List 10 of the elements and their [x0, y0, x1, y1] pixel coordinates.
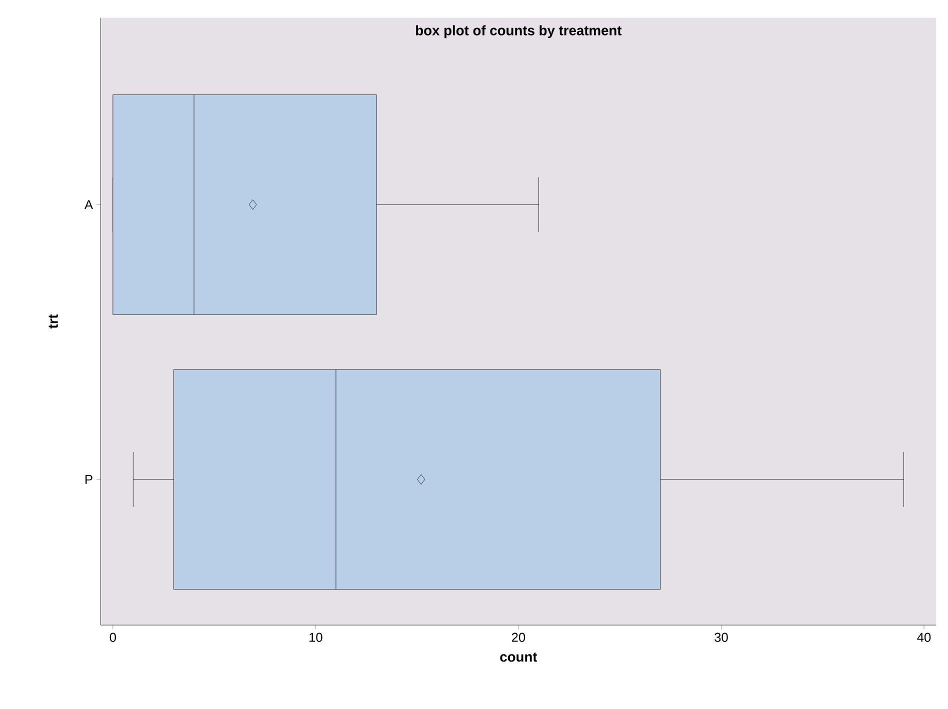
- y-tick-label: P: [86, 475, 92, 484]
- text: box plot of counts by treatment: [416, 25, 622, 38]
- y-axis-title: trt: [48, 314, 58, 329]
- x-tick-label: 40: [917, 632, 931, 642]
- x-tick-label: 0: [110, 632, 116, 642]
- x-axis-title: count: [500, 652, 538, 662]
- x-tick-label: 10: [310, 632, 322, 642]
- y-tick-label: A: [84, 200, 93, 210]
- x-tick-label: 20: [512, 632, 526, 642]
- x-tick-label: 30: [714, 632, 728, 642]
